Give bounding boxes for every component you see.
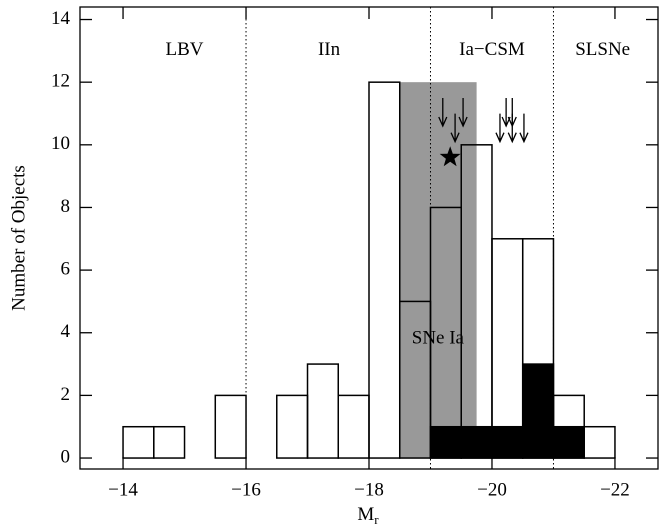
y-tick-label: 12 bbox=[51, 71, 70, 92]
upper-limit-arrow bbox=[450, 113, 460, 144]
y-tick-label: 10 bbox=[51, 133, 70, 154]
histogram-bar bbox=[460, 425, 493, 459]
y-tick-label: 2 bbox=[61, 384, 71, 405]
y-tick-label: 8 bbox=[61, 196, 71, 217]
star-marker bbox=[439, 146, 461, 167]
region-label: IIn bbox=[318, 39, 341, 60]
histogram-bar bbox=[153, 425, 186, 459]
y-tick-label: 4 bbox=[61, 321, 71, 342]
x-tick-label: −22 bbox=[600, 479, 630, 500]
y-tick-label: 0 bbox=[61, 446, 71, 467]
x-axis-label-sub: r bbox=[374, 512, 379, 527]
upper-limit-arrow bbox=[501, 98, 511, 128]
upper-limit-arrow bbox=[438, 98, 448, 128]
x-tick-label: −20 bbox=[477, 479, 507, 500]
upper-limit-arrow bbox=[495, 113, 505, 144]
histogram-bar bbox=[337, 394, 370, 459]
band-label: SNe Ia bbox=[412, 327, 465, 348]
y-axis-label: Number of Objects bbox=[8, 165, 29, 311]
histogram-bar bbox=[306, 363, 340, 459]
shaded-band bbox=[399, 82, 477, 459]
histogram-bar bbox=[521, 363, 555, 459]
x-axis-label: Mr bbox=[357, 504, 379, 527]
histogram-bar bbox=[583, 425, 616, 459]
histogram-bar bbox=[122, 425, 155, 459]
histogram-bar bbox=[552, 425, 585, 459]
histogram-bar bbox=[429, 425, 462, 459]
histogram-bar bbox=[276, 394, 309, 459]
region-label: LBV bbox=[166, 39, 204, 60]
x-tick-label: −14 bbox=[108, 479, 138, 500]
upper-limit-arrow bbox=[458, 98, 468, 128]
histogram-bar bbox=[491, 425, 524, 459]
histogram-bar bbox=[491, 238, 524, 459]
x-tick-label: −18 bbox=[354, 479, 384, 500]
region-label: SLSNe bbox=[575, 39, 630, 60]
x-tick-label: −16 bbox=[231, 479, 261, 500]
region-label: Ia−CSM bbox=[459, 39, 525, 60]
histogram-bar bbox=[214, 394, 247, 459]
y-tick-label: 14 bbox=[51, 8, 71, 29]
histogram-bar bbox=[368, 81, 401, 459]
x-axis-label-main: M bbox=[357, 504, 374, 525]
y-tick-label: 6 bbox=[61, 258, 71, 279]
upper-limit-arrow bbox=[507, 113, 517, 144]
upper-limit-arrow bbox=[519, 113, 529, 144]
